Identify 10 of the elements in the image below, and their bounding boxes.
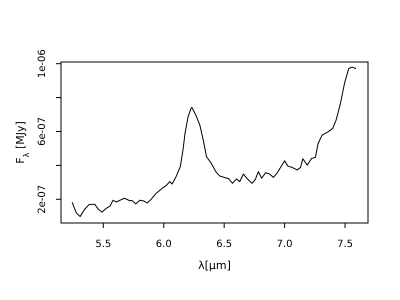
x-axis-title: λ[μm]	[198, 259, 231, 272]
y-tick-label: 1e-06	[37, 49, 48, 78]
line-series	[72, 66, 357, 218]
x-tick-label: 5.5	[95, 239, 112, 250]
x-tick-label: 6.0	[156, 239, 172, 250]
x-tick-label: 7.0	[276, 239, 293, 250]
y-tick-label: 6e-07	[37, 117, 48, 146]
x-tick-label: 6.5	[216, 239, 232, 250]
y-tick-label: 2e-07	[37, 184, 48, 214]
x-tick-label: 7.5	[337, 239, 353, 250]
